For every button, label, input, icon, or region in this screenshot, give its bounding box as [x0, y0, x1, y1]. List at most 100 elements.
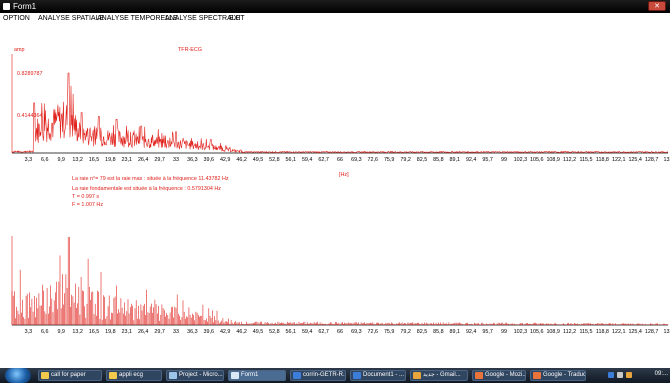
x-tick-label: 36,3 [187, 157, 198, 163]
shield-icon[interactable] [626, 372, 632, 378]
x-tick-label: 49,5 [253, 329, 264, 335]
app-icon [109, 372, 117, 379]
x-tick-label: 115,5 [579, 329, 592, 335]
app-icon [3, 3, 10, 10]
network-icon[interactable] [608, 372, 614, 378]
x-tick-label: 9,9 [57, 329, 65, 335]
volume-icon[interactable] [617, 372, 623, 378]
close-button[interactable]: ✕ [648, 1, 666, 11]
result-period: T = 0.997 s [72, 194, 99, 200]
x-tick-label: 72,6 [368, 157, 379, 163]
taskbar-item[interactable]: Google - Traduct... [530, 370, 586, 381]
x-tick-label: 42,9 [220, 329, 231, 335]
taskbar-item[interactable]: appli ecg [106, 370, 162, 381]
x-tick-label: 26,4 [138, 329, 149, 335]
x-tick-label: 102,3 [514, 329, 528, 335]
x-tick-label: 3,3 [25, 329, 33, 335]
x-tick-label: 82,5 [417, 329, 428, 335]
x-tick-label: 85,8 [433, 157, 444, 163]
x-tick-label: 19,8 [105, 329, 116, 335]
app-icon [475, 372, 483, 379]
taskbar-item-label: corrin-GETR-R... [303, 372, 346, 378]
taskbar-item[interactable]: جديد - Gmail... [410, 370, 468, 381]
taskbar-item[interactable]: Document1 - ... [350, 370, 406, 381]
spectrum-canvas: amp TFR-ECG 0.8289787 0.4144364 3,3 6,6 9,… [11, 47, 670, 335]
bottom-x-tick-labels: 3,3 6,6 9,9 13,2 16,5 19,8 23,1 26,4 29,7 33 36,3 3… [25, 329, 670, 335]
taskbar-item[interactable]: Project - Micro... [166, 370, 224, 381]
menu-analyse-temporelle[interactable]: ANALYSE TEMPORELLE [97, 15, 178, 22]
app-icon [353, 372, 361, 379]
menu-option[interactable]: OPTION [3, 15, 30, 22]
system-tray: 09:... [590, 368, 670, 383]
x-tick-label: 95,7 [482, 157, 493, 163]
start-button[interactable] [5, 368, 31, 383]
x-tick-label: 9,9 [57, 157, 65, 163]
x-tick-label: 118,8 [596, 329, 609, 335]
taskbar-item-label: call for paper [51, 372, 86, 378]
taskbar-item[interactable]: corrin-GETR-R... [290, 370, 346, 381]
x-tick-label: 46,2 [236, 329, 247, 335]
x-tick-label: 112,2 [563, 157, 576, 163]
app-icon [169, 372, 177, 379]
taskbar-item[interactable]: Form1 [228, 370, 286, 381]
x-tick-label: 102,3 [514, 157, 528, 163]
app-icon [413, 372, 421, 379]
x-tick-label: 79,2 [400, 329, 411, 335]
x-tick-label: 23,1 [122, 157, 133, 163]
clock[interactable]: 09:... [654, 371, 668, 377]
x-tick-label: 16,5 [89, 157, 100, 163]
menu-analyse-spectrale[interactable]: ANALYSE SPECTRALE [165, 15, 241, 22]
x-tick-label: 122,1 [612, 329, 626, 335]
x-tick-label: 49,5 [253, 157, 264, 163]
x-tick-label: 108,9 [546, 329, 560, 335]
top-spectrum-plot [11, 72, 669, 154]
x-tick-label: 26,4 [138, 157, 149, 163]
x-tick-label: 19,8 [105, 157, 116, 163]
taskbar-item[interactable]: Google - Mozi... [472, 370, 526, 381]
taskbar: call for paper appli ecg Project - Micro..… [0, 368, 670, 383]
x-tick-label: 105,6 [530, 329, 544, 335]
x-tick-label: 69,3 [351, 157, 362, 163]
y-mark-mid: 0.4144364 [17, 113, 42, 119]
menu-exit[interactable]: EXIT [229, 15, 245, 22]
taskbar-item-label: Project - Micro... [179, 372, 223, 378]
x-unit-label: [Hz] [339, 172, 349, 178]
result-max-line: La raie n°= 79 est la raie max : située … [72, 176, 229, 182]
x-tick-label: 69,3 [351, 329, 362, 335]
x-tick-label: 6,6 [41, 329, 49, 335]
x-tick-label: 29,7 [154, 329, 165, 335]
x-tick-label: 6,6 [41, 157, 49, 163]
x-tick-label: 66 [337, 329, 343, 335]
result-frequency: F = 1.007 Hz [72, 202, 103, 208]
window-title: Form1 [13, 2, 37, 11]
taskbar-item-label: Form1 [241, 372, 259, 378]
x-tick-label: 13,2 [72, 157, 83, 163]
x-tick-label: 99 [501, 157, 507, 163]
x-tick-label: 23,1 [122, 329, 133, 335]
taskbar-item-label: appli ecg [119, 372, 144, 378]
x-tick-label: 82,5 [417, 157, 428, 163]
top-spectrum-line [11, 72, 669, 154]
x-tick-label: 108,9 [546, 157, 560, 163]
app-icon [533, 372, 541, 379]
x-tick-label: 115,5 [579, 157, 592, 163]
chart-title: TFR-ECG [178, 47, 202, 53]
x-tick-label: 75,9 [384, 157, 395, 163]
app-icon [41, 372, 49, 379]
taskbar-item-label: Google - Traduct... [543, 372, 586, 378]
app-icon [293, 372, 301, 379]
x-tick-label: 92,4 [466, 329, 477, 335]
x-tick-label: 85,8 [433, 329, 444, 335]
x-tick-label: 39,6 [204, 157, 215, 163]
menu-bar: OPTION ANALYSE SPATIALE ANALYSE TEMPOREL… [0, 13, 670, 24]
x-tick-label: 105,6 [530, 157, 544, 163]
x-tick-label: 95,7 [482, 329, 493, 335]
x-tick-label: 39,6 [204, 329, 215, 335]
x-tick-label: 79,2 [400, 157, 411, 163]
menu-analyse-spatiale[interactable]: ANALYSE SPATIALE [38, 15, 105, 22]
x-tick-label: 62,7 [318, 157, 329, 163]
x-tick-label: 125,4 [628, 329, 642, 335]
x-tick-label: 99 [501, 329, 507, 335]
x-tick-label: 122,1 [612, 157, 626, 163]
taskbar-item[interactable]: call for paper [38, 370, 102, 381]
